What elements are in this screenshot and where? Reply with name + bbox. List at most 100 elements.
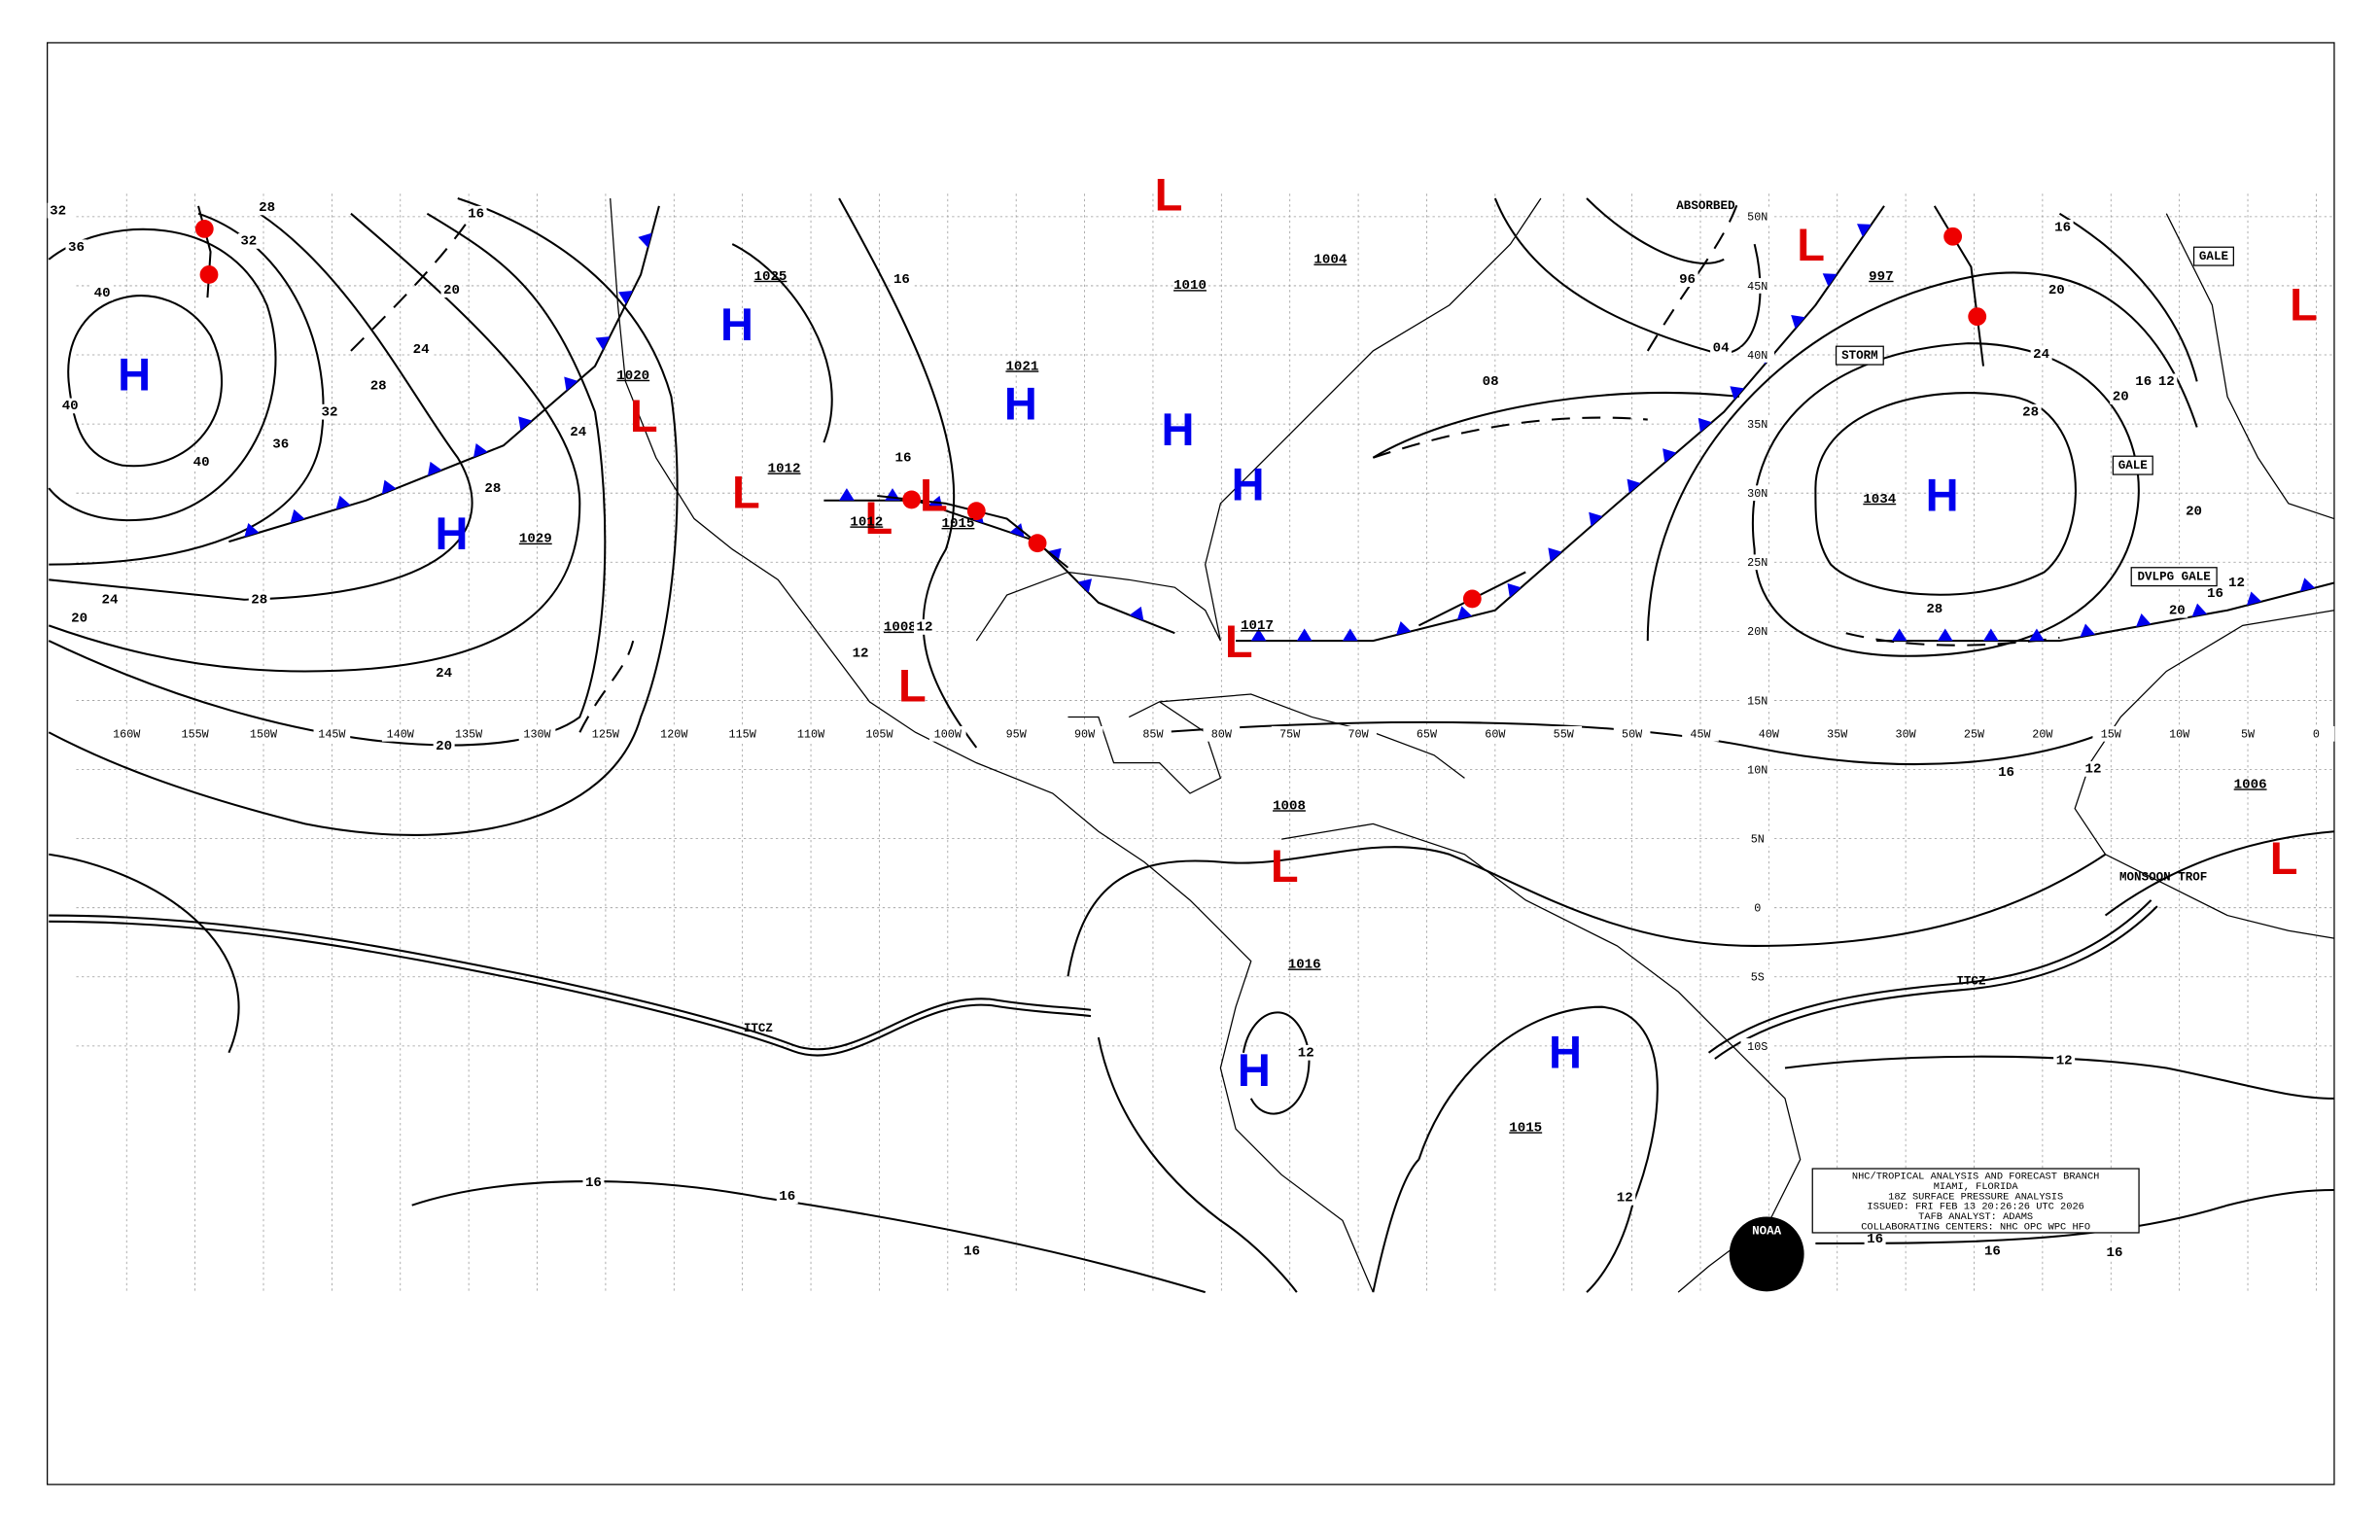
feature-label-box	[2130, 567, 2218, 587]
isobar-label-bg	[2046, 282, 2068, 298]
lat-label: 40N	[1747, 349, 1768, 363]
info-line: 18Z SURFACE PRESSURE ANALYSIS	[1888, 1191, 2063, 1203]
front-barb	[1730, 386, 1745, 401]
info-line: TAFB ANALYST: ADAMS	[1918, 1211, 2033, 1223]
isobar-label-bg	[1710, 339, 1732, 356]
isobar-label-bg	[776, 1188, 798, 1205]
isobar-label-bg	[2204, 585, 2226, 602]
low-center: L	[1271, 840, 1299, 892]
lon-label-box	[1203, 725, 1241, 742]
lat-label-box	[1740, 485, 1775, 502]
front-barb	[2299, 578, 2316, 592]
isobar-label: 12	[2228, 576, 2245, 591]
front-barb	[564, 376, 578, 392]
isobar-label: 16	[2106, 1245, 2122, 1261]
lat-label-box	[1740, 278, 1775, 294]
isobar-label-bg	[1995, 764, 2017, 780]
info-box	[1811, 1168, 2140, 1234]
lon-label: 155W	[182, 728, 210, 742]
lon-label: 125W	[592, 728, 620, 742]
front-barb	[595, 336, 611, 351]
itcz	[49, 899, 2158, 1060]
isobar-label-bg	[2019, 403, 2042, 420]
high-center: H	[720, 298, 753, 350]
isobar-label: 36	[68, 240, 85, 256]
lon-label-box	[381, 725, 419, 742]
lat-label-box	[1740, 416, 1775, 432]
lon-label: 115W	[729, 728, 757, 742]
isobar-label-bg	[440, 282, 463, 298]
lon-label-box	[1477, 725, 1514, 742]
lon-label-box	[1340, 725, 1377, 742]
lat-label: 35N	[1747, 418, 1768, 432]
lon-label: 5W	[2241, 728, 2256, 742]
isobar-label-bg	[2053, 1052, 2076, 1068]
isobar-label: 12	[2056, 1053, 2073, 1068]
isobar-label: 16	[963, 1244, 980, 1260]
high-center: H	[1926, 470, 1959, 521]
lon-label: 0	[2313, 728, 2320, 742]
lon-label-box	[1408, 725, 1446, 742]
lon-label: 15W	[2101, 728, 2122, 742]
front-barb	[1342, 628, 1358, 642]
isobar-label-bg	[913, 619, 935, 635]
front-barb	[473, 442, 488, 458]
isobar-label: 16	[468, 206, 484, 222]
lon-label: 135W	[455, 728, 483, 742]
isobar-label: 28	[2022, 404, 2039, 420]
lon-label: 65W	[1417, 728, 1438, 742]
front-barb	[839, 488, 855, 501]
front-bulb	[902, 490, 922, 509]
lon-label: 50W	[1622, 728, 1643, 742]
lon-label: 100W	[934, 728, 962, 742]
isobar-label: 32	[240, 234, 257, 250]
front-barb	[1698, 417, 1712, 433]
isobar-label: 12	[1298, 1046, 1314, 1062]
isobars	[48, 197, 2335, 1294]
isobar-label: 16	[895, 451, 912, 467]
lon-label-box	[1682, 725, 1719, 742]
front-barb	[2080, 623, 2095, 638]
lon-label-box	[587, 725, 624, 742]
isobar-label: 24	[2033, 347, 2049, 363]
isobar-label-bg	[850, 645, 872, 661]
lat-label-box	[1740, 347, 1775, 363]
lon-label-box	[2092, 725, 2130, 742]
info-line: COLLABORATING CENTERS: NHC OPC WPC HFO	[1861, 1221, 2090, 1233]
lat-label-box	[1740, 899, 1775, 916]
lat-label: 15N	[1747, 694, 1768, 708]
high-center: H	[1004, 377, 1037, 429]
front-barb	[1456, 606, 1473, 620]
isobar-label-bg	[47, 202, 69, 219]
isobar-label: 12	[1617, 1191, 1633, 1207]
isobar-label-bg	[2183, 503, 2205, 519]
lat-label: 20N	[1747, 625, 1768, 639]
high-center: H	[435, 508, 468, 559]
lon-label-box	[2297, 725, 2335, 742]
front-barb	[618, 290, 633, 305]
feature-label: ITCZ	[744, 1022, 773, 1035]
isobar-label: 16	[2207, 586, 2223, 602]
isobar-label-bg	[2051, 219, 2074, 235]
lon-label-box	[108, 725, 146, 742]
lat-label: 10N	[1747, 763, 1768, 777]
isobar-label-bg	[99, 591, 121, 608]
feature-label: DVLPG GALE	[2138, 570, 2212, 583]
front-barb	[290, 508, 305, 524]
isobar-label-bg	[1676, 271, 1698, 288]
front-barb	[2191, 603, 2208, 617]
low-center: L	[732, 466, 760, 517]
isobar-label-bg	[433, 738, 455, 754]
feature-label: GALE	[2118, 459, 2149, 472]
lat-lon-grid	[76, 193, 2334, 1293]
isobar-label-bg	[318, 403, 340, 420]
isobar-label: 16	[1867, 1232, 1883, 1247]
isobar-label: 20	[2186, 504, 2202, 519]
central-pressure: 997	[1869, 269, 1893, 285]
lon-label: 85W	[1142, 728, 1164, 742]
central-pressure: 1008	[884, 620, 917, 636]
lon-label-box	[860, 725, 898, 742]
lon-label: 10W	[2169, 728, 2190, 742]
lon-label-box	[176, 725, 214, 742]
front-barb	[1937, 628, 1953, 642]
